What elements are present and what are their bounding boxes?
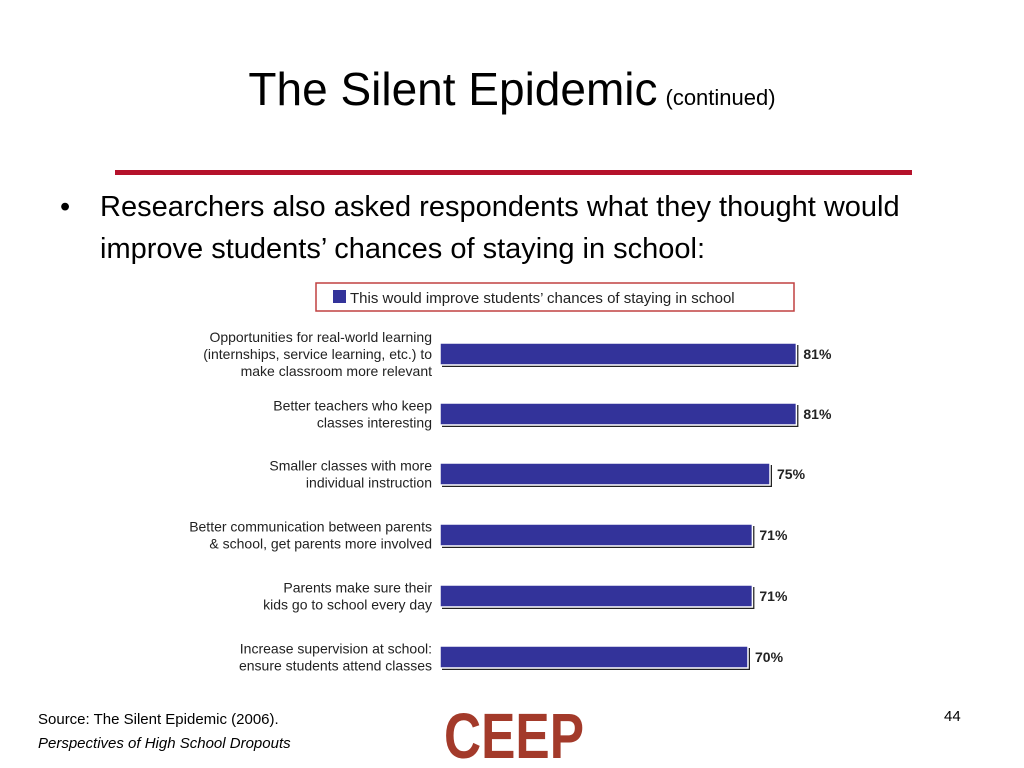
category-label-line: Better teachers who keep: [273, 398, 432, 414]
page-number: 44: [944, 708, 961, 725]
logo-text: CEEP: [444, 704, 584, 766]
category-label: Parents make sure their kids go to school…: [263, 580, 432, 613]
slide-title: The Silent Epidemic (continued): [0, 62, 1024, 117]
bar: [439, 462, 771, 486]
bar-value-label: 81%: [803, 406, 832, 422]
category-label-line: classes interesting: [317, 415, 432, 431]
legend-label: This would improve students’ chances of …: [350, 290, 735, 307]
category-label-line: kids go to school every day: [263, 597, 432, 613]
category-label-line: individual instruction: [306, 475, 432, 491]
category-label: Opportunities for real-world learning (in…: [203, 329, 432, 379]
bar-value-label: 71%: [759, 527, 788, 543]
bar: [439, 584, 754, 608]
category-label: Increase supervision at school: ensure st…: [239, 641, 432, 674]
legend-swatch: [333, 290, 346, 303]
source-line-1: Source: The Silent Epidemic (2006).: [38, 711, 279, 728]
bullet-text: Researchers also asked respondents what …: [100, 191, 900, 265]
source-note: Source: The Silent Epidemic (2006). Pers…: [38, 708, 291, 756]
category-label: Better teachers who keep classes interest…: [273, 398, 432, 431]
category-label: Better communication between parents & sc…: [189, 519, 432, 552]
bullet-dot-icon: •: [60, 191, 71, 223]
category-label-line: Better communication between parents: [189, 519, 432, 535]
bar-chart: This would improve students’ chances of …: [189, 282, 832, 674]
bar-value-label: 71%: [759, 588, 788, 604]
category-label-line: (internships, service learning, etc.) to: [203, 346, 432, 362]
category-label-line: ensure students attend classes: [239, 658, 432, 674]
category-label-line: Increase supervision at school:: [240, 641, 432, 657]
title-main: The Silent Epidemic: [248, 63, 658, 115]
title-suffix: (continued): [665, 85, 776, 110]
bar-value-label: 70%: [755, 649, 784, 665]
bar: [439, 523, 754, 547]
bar-value-label: 75%: [777, 466, 806, 482]
title-divider: [115, 170, 912, 175]
category-label-line: Opportunities for real-world learning: [209, 329, 432, 345]
category-label-line: Smaller classes with more: [269, 458, 432, 474]
bar-value-label: 81%: [803, 346, 832, 362]
ceep-logo: CEEP: [444, 704, 584, 766]
category-label-line: make classroom more relevant: [241, 363, 433, 379]
bar: [439, 342, 798, 366]
category-label: Smaller classes with more individual inst…: [269, 458, 432, 491]
bars-group: 81% Opportunities for real-world learning…: [189, 329, 832, 674]
legend-box: [315, 282, 795, 312]
category-label-line: & school, get parents more involved: [209, 536, 432, 552]
bar: [439, 402, 798, 426]
source-line-2: Perspectives of High School Dropouts: [38, 735, 291, 752]
bar: [439, 645, 749, 669]
category-label-line: Parents make sure their: [283, 580, 432, 596]
